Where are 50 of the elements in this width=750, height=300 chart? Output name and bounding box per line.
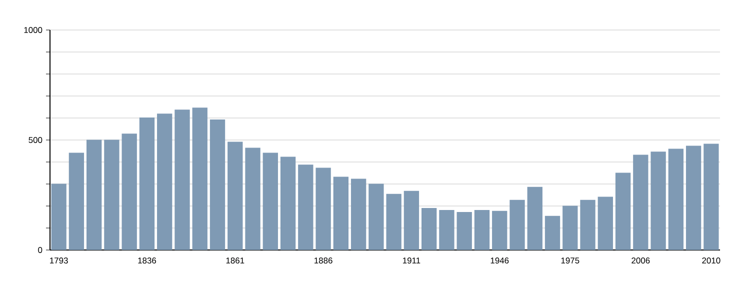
bar [598,196,613,250]
y-tick-label: 1000 [24,27,42,33]
y-tick-label: 0 [38,247,42,253]
bar [527,186,542,250]
bar [104,140,120,250]
bar [210,120,226,250]
bar [316,168,331,250]
x-tick-label: 2006 [632,258,650,264]
bar [350,178,366,250]
bar [245,148,260,250]
bar [633,154,648,250]
bar [474,210,490,250]
x-tick-label: 1946 [490,258,509,264]
bar [404,190,420,250]
x-tick-label: 1911 [402,258,420,264]
bar [668,148,684,250]
bar [333,176,349,250]
bar [368,184,384,250]
bar [280,156,296,250]
bar [228,142,243,250]
x-tick-label: 1886 [314,258,332,264]
y-tick-label: 500 [28,137,42,143]
bar [386,194,402,250]
bar [192,108,208,250]
x-tick-label: 2010 [702,258,720,264]
bar [51,184,66,250]
x-tick-label: 1793 [50,258,68,264]
bar [122,134,137,250]
bar [439,210,454,250]
bar [157,114,172,250]
bar [562,206,578,250]
bar [456,212,472,250]
bar [580,200,596,250]
bar [139,118,155,250]
bar [704,144,719,250]
bar [262,152,278,250]
bar [615,172,631,250]
bar [544,216,560,250]
bar [174,110,190,250]
bar [298,164,314,250]
x-tick-label: 1836 [138,258,156,264]
bar [686,146,702,250]
bar [422,208,437,250]
bar [86,140,102,250]
bar [650,152,666,250]
bar [492,210,508,250]
bar [510,200,525,250]
bar [68,152,84,250]
x-tick-label: 1861 [226,258,244,264]
x-tick-label: 1975 [561,258,580,264]
